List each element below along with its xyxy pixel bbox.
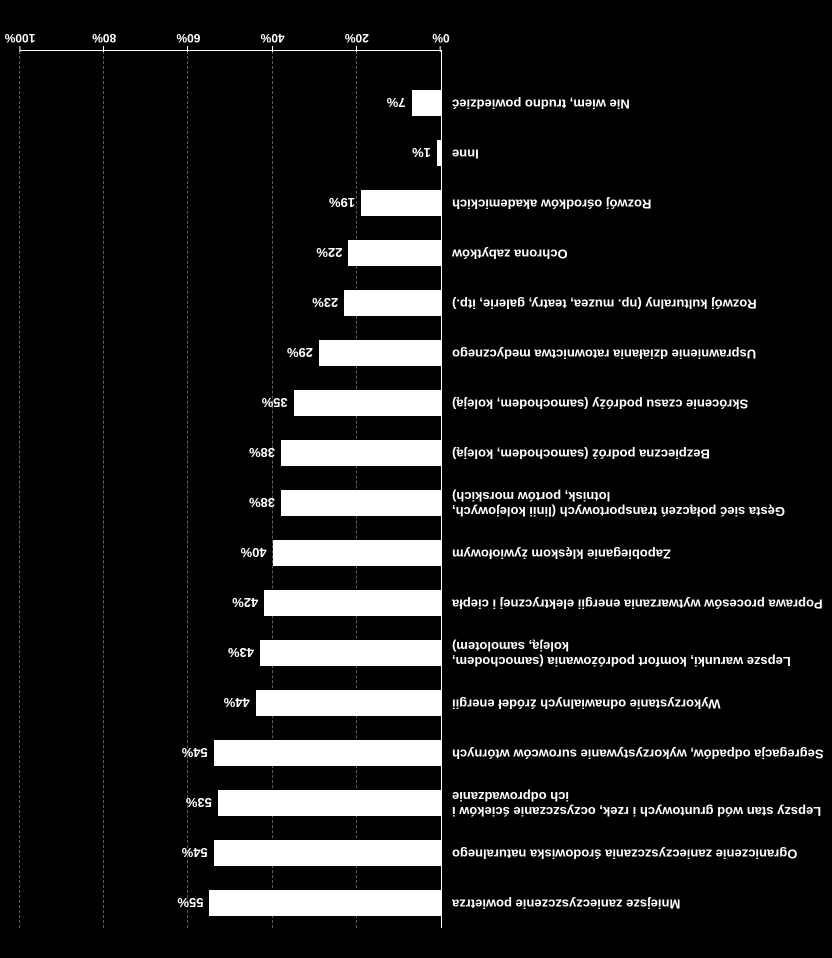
bar: [294, 390, 441, 416]
bar-row: 40%: [20, 540, 441, 566]
bar: [209, 890, 441, 916]
bar-row: 38%: [20, 440, 441, 466]
bar-value-label: 42%: [232, 596, 258, 611]
bar-value-label: 38%: [249, 446, 275, 461]
category-label: Wykorzystanie odnawialnych źródeł energi…: [446, 696, 826, 711]
bar-row: 7%: [20, 90, 441, 116]
category-label: Zapobieganie klęskom żywiołowym: [446, 546, 826, 561]
bar-value-label: 38%: [249, 496, 275, 511]
bar-value-label: 22%: [316, 246, 342, 261]
bar: [218, 790, 441, 816]
bar: [412, 90, 441, 116]
bar-value-label: 23%: [312, 296, 338, 311]
bar-row: 43%: [20, 640, 441, 666]
bar-row: 53%: [20, 790, 441, 816]
bar-row: 1%: [20, 140, 441, 166]
bar-value-label: 55%: [177, 896, 203, 911]
category-label: Rozwój kulturalny (np. muzea, teatry, ga…: [446, 296, 826, 311]
bar-row: 54%: [20, 740, 441, 766]
bar: [437, 140, 441, 166]
x-tick: 60%: [176, 31, 200, 51]
category-label: Lepsze warunki, komfort podróżowania (sa…: [446, 638, 826, 668]
bar-value-label: 54%: [182, 846, 208, 861]
bar-value-label: 35%: [262, 396, 288, 411]
x-tick: 80%: [92, 31, 116, 51]
bar: [214, 840, 441, 866]
bar: [344, 290, 441, 316]
bar-row: 35%: [20, 390, 441, 416]
category-label: Skrócenie czasu podróży (samochodem, kol…: [446, 396, 826, 411]
bar-row: 44%: [20, 690, 441, 716]
category-label: Usprawnienie działania ratownictwa medyc…: [446, 346, 826, 361]
bar-value-label: 29%: [287, 346, 313, 361]
bar-value-label: 7%: [387, 96, 406, 111]
bar: [264, 590, 441, 616]
plot-area: 0%20%40%60%80%100%55%54%53%54%44%43%42%4…: [20, 50, 442, 928]
category-label: Mniejsze zanieczyszczenie powietrza: [446, 896, 826, 911]
bar-row: 54%: [20, 840, 441, 866]
bar: [214, 740, 441, 766]
bar: [361, 190, 441, 216]
bar-row: 38%: [20, 490, 441, 516]
bar: [281, 490, 441, 516]
category-label: Ochrona zabytków: [446, 246, 826, 261]
category-label: Gęsta sieć połączeń transportowych (lini…: [446, 488, 826, 518]
bar: [256, 690, 441, 716]
category-label: Nie wiem, trudno powiedzieć: [446, 96, 826, 111]
category-label: Bezpieczna podróż (samochodem, koleją): [446, 446, 826, 461]
x-tick: 100%: [5, 31, 36, 51]
bar: [319, 340, 441, 366]
category-label: Rozwój ośrodków akademickich: [446, 196, 826, 211]
bar: [281, 440, 441, 466]
bar: [273, 540, 441, 566]
category-label: Segregacja odpadów, wykorzystywanie suro…: [446, 746, 826, 761]
bar-value-label: 19%: [329, 196, 355, 211]
category-label: Poprawa procesów wytwarzania energii ele…: [446, 596, 826, 611]
category-label: Inne: [446, 146, 826, 161]
survey-bar-chart: 0% 20% 40% 60% 80% 100% 55% 54% 53% 54% 44% 43% 42% 4…: [0, 0, 832, 958]
x-tick: 40%: [261, 31, 285, 51]
category-label: Lepszy stan wód gruntowych i rzek, oczys…: [446, 788, 826, 818]
x-tick: 0%: [432, 31, 449, 51]
bar-row: 29%: [20, 340, 441, 366]
bar-row: 42%: [20, 590, 441, 616]
bar-value-label: 43%: [228, 646, 254, 661]
bar: [260, 640, 441, 666]
bar-row: 19%: [20, 190, 441, 216]
bar: [348, 240, 441, 266]
bar-row: 23%: [20, 290, 441, 316]
bar-value-label: 53%: [186, 796, 212, 811]
bar-value-label: 40%: [241, 546, 267, 561]
bar-value-label: 44%: [224, 696, 250, 711]
bar-row: 22%: [20, 240, 441, 266]
category-label: Ograniczenie zanieczyszczania środowiska…: [446, 846, 826, 861]
bar-value-label: 54%: [182, 746, 208, 761]
bar-value-label: 1%: [412, 146, 431, 161]
x-tick: 20%: [345, 31, 369, 51]
bar-row: 55%: [20, 890, 441, 916]
